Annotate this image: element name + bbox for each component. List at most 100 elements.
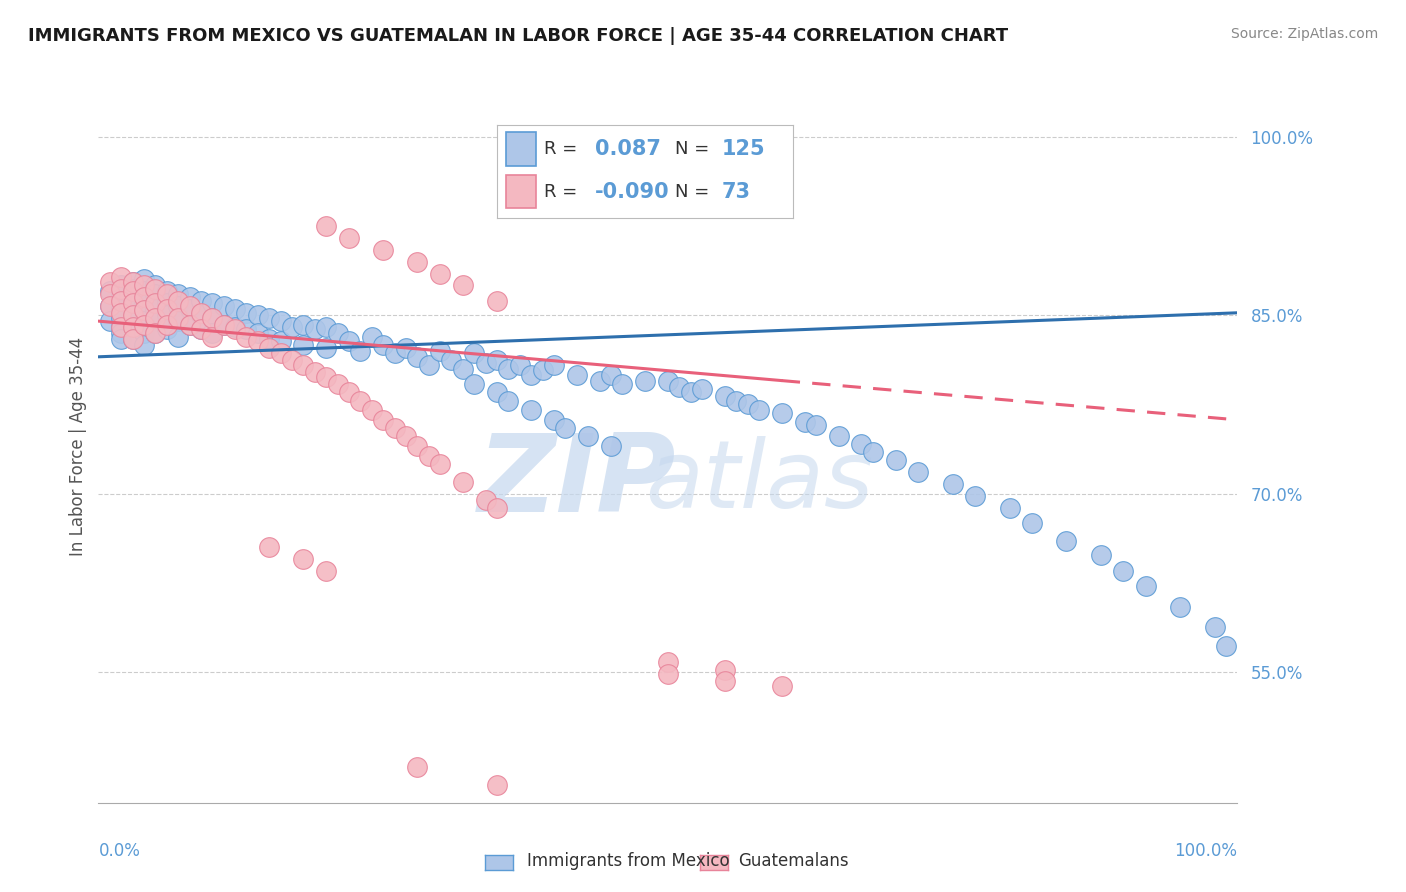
Point [201, 329, 224, 343]
Point [201, 310, 224, 325]
Point [110, 332, 132, 346]
Point [737, 397, 759, 411]
Point [121, 308, 143, 322]
Point [612, 377, 634, 392]
Point [498, 393, 520, 408]
Point [486, 778, 509, 792]
Point [804, 417, 827, 432]
Point [110, 320, 132, 334]
Point [145, 314, 167, 328]
Point [576, 429, 599, 443]
Point [337, 231, 360, 245]
Point [132, 278, 155, 293]
Point [190, 322, 212, 336]
Point [110, 293, 132, 308]
Point [474, 492, 496, 507]
Point [588, 374, 610, 388]
Point [110, 270, 132, 285]
Point [167, 293, 190, 308]
Point [1112, 564, 1135, 578]
Point [315, 564, 337, 578]
Point [145, 302, 167, 317]
Point [156, 296, 179, 310]
Point [235, 306, 257, 320]
Point [531, 363, 554, 377]
Point [463, 346, 485, 360]
Point [132, 290, 155, 304]
Point [714, 663, 737, 677]
Point [132, 303, 155, 318]
Point [121, 275, 143, 289]
Point [474, 356, 496, 370]
Point [121, 285, 143, 299]
Point [145, 296, 167, 310]
Point [406, 254, 429, 268]
Point [121, 332, 143, 346]
Point [520, 368, 543, 382]
Point [224, 302, 246, 317]
Point [725, 393, 748, 408]
Point [406, 760, 429, 774]
Point [235, 329, 257, 343]
Point [110, 310, 132, 325]
Point [486, 353, 509, 368]
Point [451, 475, 474, 489]
Point [98, 299, 121, 313]
Point [179, 318, 201, 332]
Point [486, 385, 509, 400]
Y-axis label: In Labor Force | Age 35-44: In Labor Force | Age 35-44 [69, 336, 87, 556]
Point [167, 286, 190, 301]
Point [315, 370, 337, 384]
Point [132, 285, 155, 299]
Point [998, 500, 1021, 515]
Point [657, 667, 679, 681]
Point [212, 318, 235, 332]
Point [429, 343, 451, 358]
Point [315, 320, 337, 334]
Point [132, 293, 155, 308]
Point [406, 439, 429, 453]
Point [121, 296, 143, 310]
Point [371, 338, 394, 352]
Point [110, 278, 132, 293]
Point [714, 389, 737, 403]
Point [156, 322, 179, 336]
Point [451, 278, 474, 293]
Point [281, 320, 304, 334]
Text: IMMIGRANTS FROM MEXICO VS GUATEMALAN IN LABOR FORCE | AGE 35-44 CORRELATION CHAR: IMMIGRANTS FROM MEXICO VS GUATEMALAN IN … [28, 27, 1008, 45]
Point [429, 457, 451, 471]
Point [270, 346, 292, 360]
Point [190, 308, 212, 322]
Point [121, 320, 143, 334]
Point [110, 302, 132, 317]
Point [121, 332, 143, 346]
Point [337, 385, 360, 400]
Point [942, 477, 965, 491]
Point [360, 329, 382, 343]
Point [145, 326, 167, 340]
Text: 100.0%: 100.0% [1174, 842, 1237, 860]
Point [98, 285, 121, 299]
Point [145, 310, 167, 325]
Point [156, 286, 179, 301]
Point [259, 310, 281, 325]
Point [349, 343, 371, 358]
Point [121, 275, 143, 289]
Point [554, 421, 576, 435]
Point [110, 326, 132, 340]
Point [132, 303, 155, 318]
Point [167, 314, 190, 328]
Point [98, 299, 121, 313]
Point [167, 310, 190, 325]
Point [110, 286, 132, 301]
Point [132, 318, 155, 332]
Point [418, 449, 440, 463]
Point [1135, 579, 1157, 593]
Point [270, 314, 292, 328]
Point [110, 293, 132, 308]
Point [565, 368, 588, 382]
Point [145, 326, 167, 340]
Point [509, 358, 531, 372]
Text: Source: ZipAtlas.com: Source: ZipAtlas.com [1230, 27, 1378, 41]
Point [1054, 534, 1078, 549]
